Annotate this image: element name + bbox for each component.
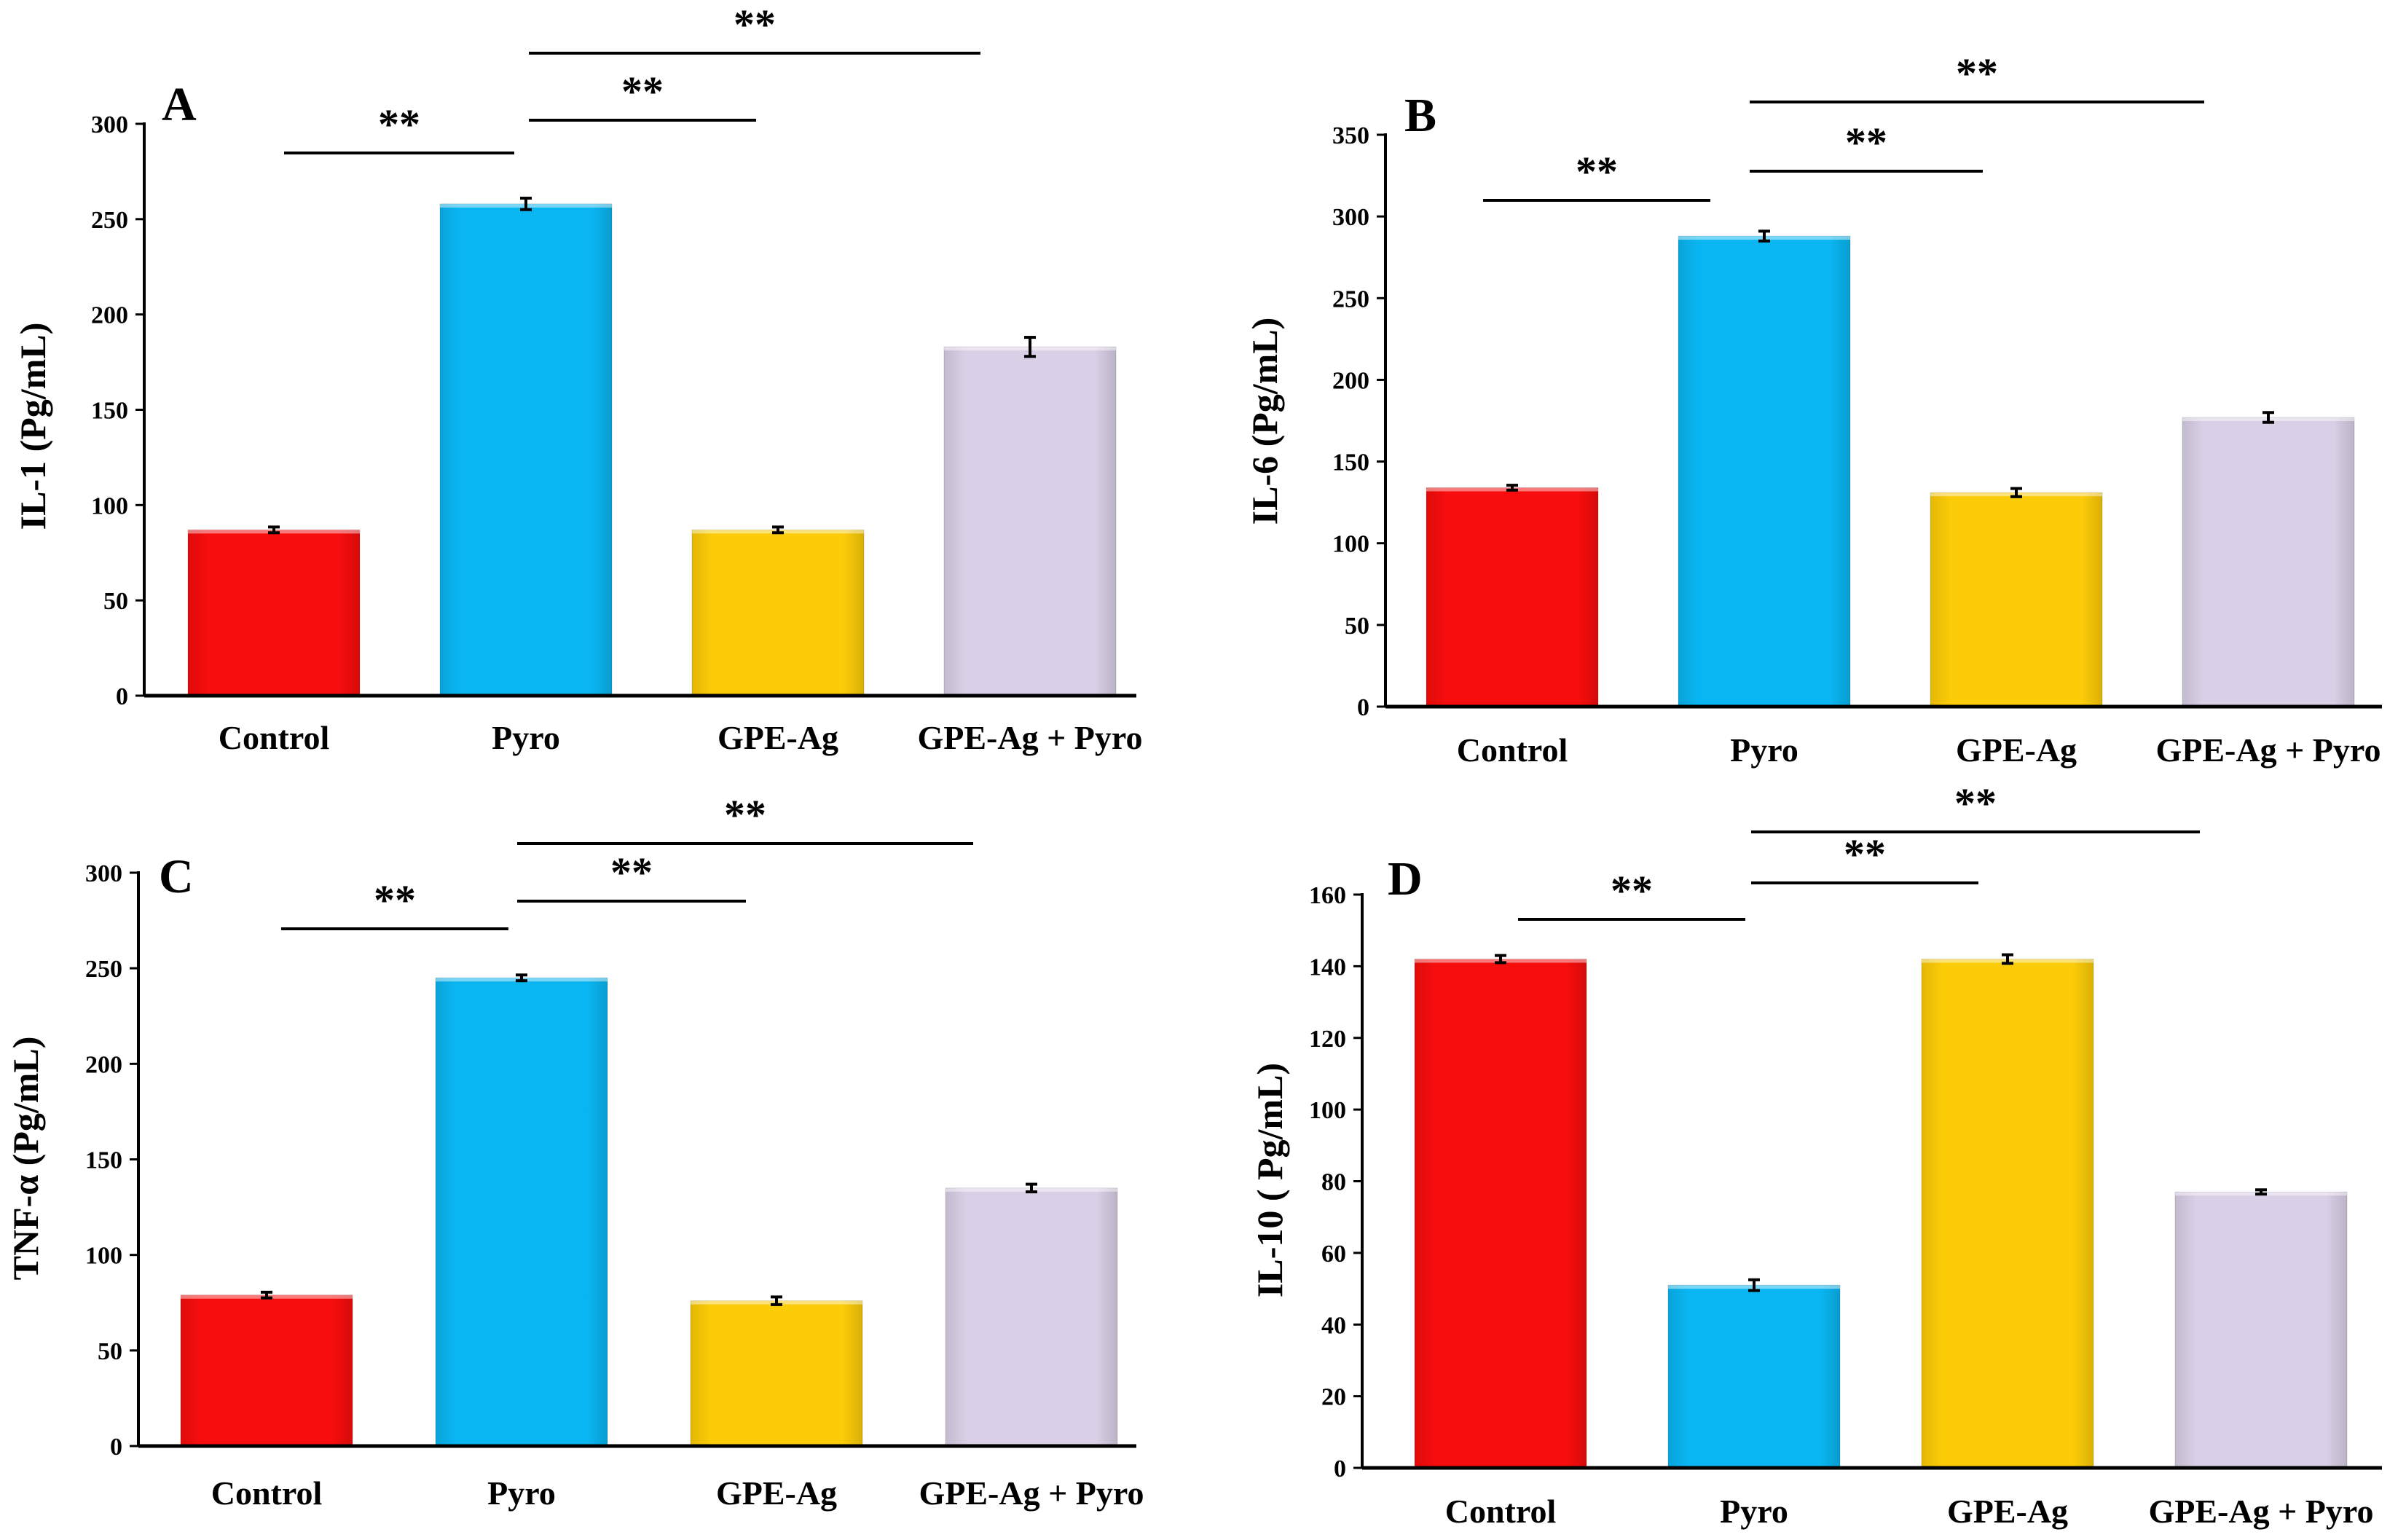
y-tick-label: 250 [85, 956, 122, 983]
y-tick-label: 80 [1321, 1169, 1346, 1196]
y-tick-label: 200 [91, 302, 128, 329]
bar-shading [1678, 236, 1850, 707]
significance-marker: ** [1844, 830, 1886, 878]
panel-label: C [159, 850, 194, 903]
bar-shading [692, 530, 864, 696]
y-tick-label: 100 [1332, 531, 1369, 558]
x-category-label: GPE-Ag + Pyro [919, 1474, 1144, 1512]
y-tick-label: 20 [1321, 1384, 1346, 1411]
significance-marker: ** [1611, 867, 1653, 914]
bar-shading [946, 1187, 1117, 1446]
y-tick-label: 200 [85, 1051, 122, 1078]
y-tick-label: 150 [85, 1147, 122, 1174]
y-tick-label: 250 [91, 207, 128, 234]
bar-shading [2182, 417, 2354, 707]
x-category-label: Control [211, 1474, 323, 1512]
y-tick-label: 250 [1332, 286, 1369, 313]
x-category-label: Pyro [1730, 731, 1798, 769]
significance-marker: ** [1845, 119, 1887, 166]
y-tick-label: 100 [85, 1243, 122, 1270]
y-tick-label: 100 [1309, 1097, 1346, 1124]
y-tick-label: 0 [1357, 694, 1369, 721]
chart-panel-d: 0 20 40 60 80 100 120 140 160 Control Pyro GPE-Ag GP… [1249, 779, 2382, 1530]
significance-marker: ** [1954, 779, 1997, 827]
significance-marker: ** [378, 101, 420, 148]
chart-panel-c: 0 50 100 150 200 250 300 Control Pyro GPE-Ag GPE-A… [5, 791, 1144, 1512]
x-category-label: GPE-Ag + Pyro [2149, 1493, 2374, 1530]
significance-marker: ** [1956, 50, 1998, 97]
x-category-label: Pyro [492, 719, 560, 756]
y-axis-label: IL-6 (Pg/mL) [1244, 318, 1285, 525]
bar-shading [440, 203, 612, 696]
y-tick-label: 160 [1309, 882, 1346, 909]
chart-panel-b: 0 50 100 150 200 250 300 350 Control Pyro GPE-Ag GP… [1244, 50, 2382, 769]
y-tick-label: 300 [1332, 204, 1369, 231]
y-tick-label: 50 [103, 588, 128, 615]
x-category-label: Control [219, 719, 330, 756]
y-tick-label: 300 [91, 111, 128, 138]
chart-panel-a: 0 50 100 150 200 250 300 Control Pyro GPE-Ag GPE-A… [12, 1, 1143, 756]
x-category-label: GPE-Ag + Pyro [918, 719, 1143, 756]
significance-marker: ** [724, 791, 766, 838]
panel-label: B [1404, 89, 1436, 142]
y-tick-label: 200 [1332, 367, 1369, 394]
bar-shading [436, 978, 608, 1446]
x-category-label: GPE-Ag + Pyro [2156, 731, 2381, 769]
y-tick-label: 0 [110, 1434, 122, 1461]
bar-shading [2175, 1192, 2347, 1468]
x-category-label: Pyro [1720, 1493, 1788, 1530]
y-tick-label: 0 [1334, 1455, 1346, 1482]
x-category-label: Control [1457, 731, 1568, 769]
x-category-label: Pyro [487, 1474, 556, 1512]
y-tick-label: 50 [98, 1338, 122, 1365]
bar-shading [1426, 487, 1598, 707]
x-category-label: Control [1445, 1493, 1557, 1530]
x-category-label: GPE-Ag [716, 1474, 837, 1512]
y-tick-label: 120 [1309, 1026, 1346, 1053]
bar-shading [181, 1295, 353, 1446]
x-category-label: GPE-Ag [718, 719, 838, 756]
y-tick-label: 60 [1321, 1241, 1346, 1268]
y-tick-label: 150 [91, 398, 128, 425]
bar-shading [1930, 492, 2102, 707]
y-tick-label: 300 [85, 860, 122, 887]
y-tick-label: 50 [1345, 613, 1369, 640]
significance-marker: ** [1576, 148, 1618, 195]
bar-shading [188, 530, 360, 696]
bar-shading [1668, 1285, 1840, 1468]
y-tick-label: 350 [1332, 122, 1369, 149]
y-tick-label: 100 [91, 492, 128, 519]
panel-label: A [162, 78, 197, 131]
bar-shading [944, 347, 1116, 696]
significance-marker: ** [734, 1, 776, 48]
y-tick-label: 140 [1309, 954, 1346, 981]
x-category-label: GPE-Ag [1947, 1493, 2068, 1530]
bar-shading [1922, 959, 2094, 1468]
bar-shading [691, 1300, 862, 1446]
x-category-label: GPE-Ag [1956, 731, 2077, 769]
bar-shading [1415, 959, 1587, 1468]
y-tick-label: 0 [116, 683, 128, 710]
significance-marker: ** [374, 876, 416, 924]
significance-marker: ** [621, 68, 664, 115]
panel-label: D [1388, 852, 1423, 905]
y-tick-label: 150 [1332, 449, 1369, 476]
significance-marker: ** [610, 849, 653, 896]
y-axis-label: IL-1 (Pg/mL) [12, 323, 53, 530]
y-axis-label: TNF-α (Pg/mL) [5, 1037, 46, 1281]
y-tick-label: 40 [1321, 1312, 1346, 1339]
y-axis-label: IL-10 ( Pg/mL) [1249, 1063, 1290, 1297]
